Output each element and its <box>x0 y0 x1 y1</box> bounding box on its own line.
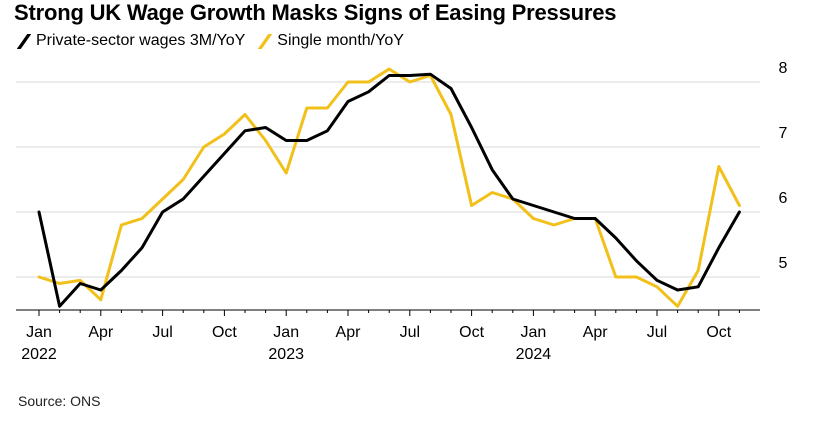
y-axis-ticks: 5 6 7 8 <box>779 60 788 272</box>
x-year-label: 2024 <box>516 346 552 363</box>
x-year-label: 2022 <box>21 346 57 363</box>
x-tick-label: Jan <box>521 324 547 341</box>
x-tick-label: Jan <box>273 324 299 341</box>
x-tick-label: Jul <box>647 324 667 341</box>
chart-legend: Private-sector wages 3M/YoY Single month… <box>16 32 418 50</box>
legend-label-private: Private-sector wages 3M/YoY <box>36 32 246 49</box>
x-axis <box>16 309 760 316</box>
x-tick-label: Apr <box>583 324 609 341</box>
x-tick-label: Apr <box>88 324 114 341</box>
y-tick-label: 6 <box>779 190 788 207</box>
legend-item-private: Private-sector wages 3M/YoY <box>16 32 246 50</box>
series-line-single-month <box>37 67 741 308</box>
x-tick-label: Oct <box>212 324 237 341</box>
legend-label-single: Single month/YoY <box>277 32 404 49</box>
gridlines <box>16 81 760 278</box>
x-tick-label: Jul <box>152 324 172 341</box>
x-tick-label: Jul <box>400 324 420 341</box>
x-axis-ticks: Jan 2022 Apr Jul Oct Jan 2023 Apr Jul Oct Jan 2024 A… <box>21 324 732 363</box>
x-tick-label: Jan <box>26 324 52 341</box>
series-lines <box>37 67 741 308</box>
legend-item-single: Single month/YoY <box>258 32 404 50</box>
y-tick-label: 7 <box>779 125 788 142</box>
series-line-private-sector-wages <box>37 72 741 308</box>
x-tick-label: Oct <box>459 324 484 341</box>
x-tick-label: Apr <box>336 324 362 341</box>
x-tick-label: Oct <box>706 324 731 341</box>
x-year-label: 2023 <box>268 346 304 363</box>
chart-title: Strong UK Wage Growth Masks Signs of Eas… <box>14 0 617 25</box>
y-tick-label: 8 <box>779 60 788 77</box>
source-note: Source: ONS <box>18 393 101 409</box>
y-tick-label: 5 <box>779 255 788 272</box>
